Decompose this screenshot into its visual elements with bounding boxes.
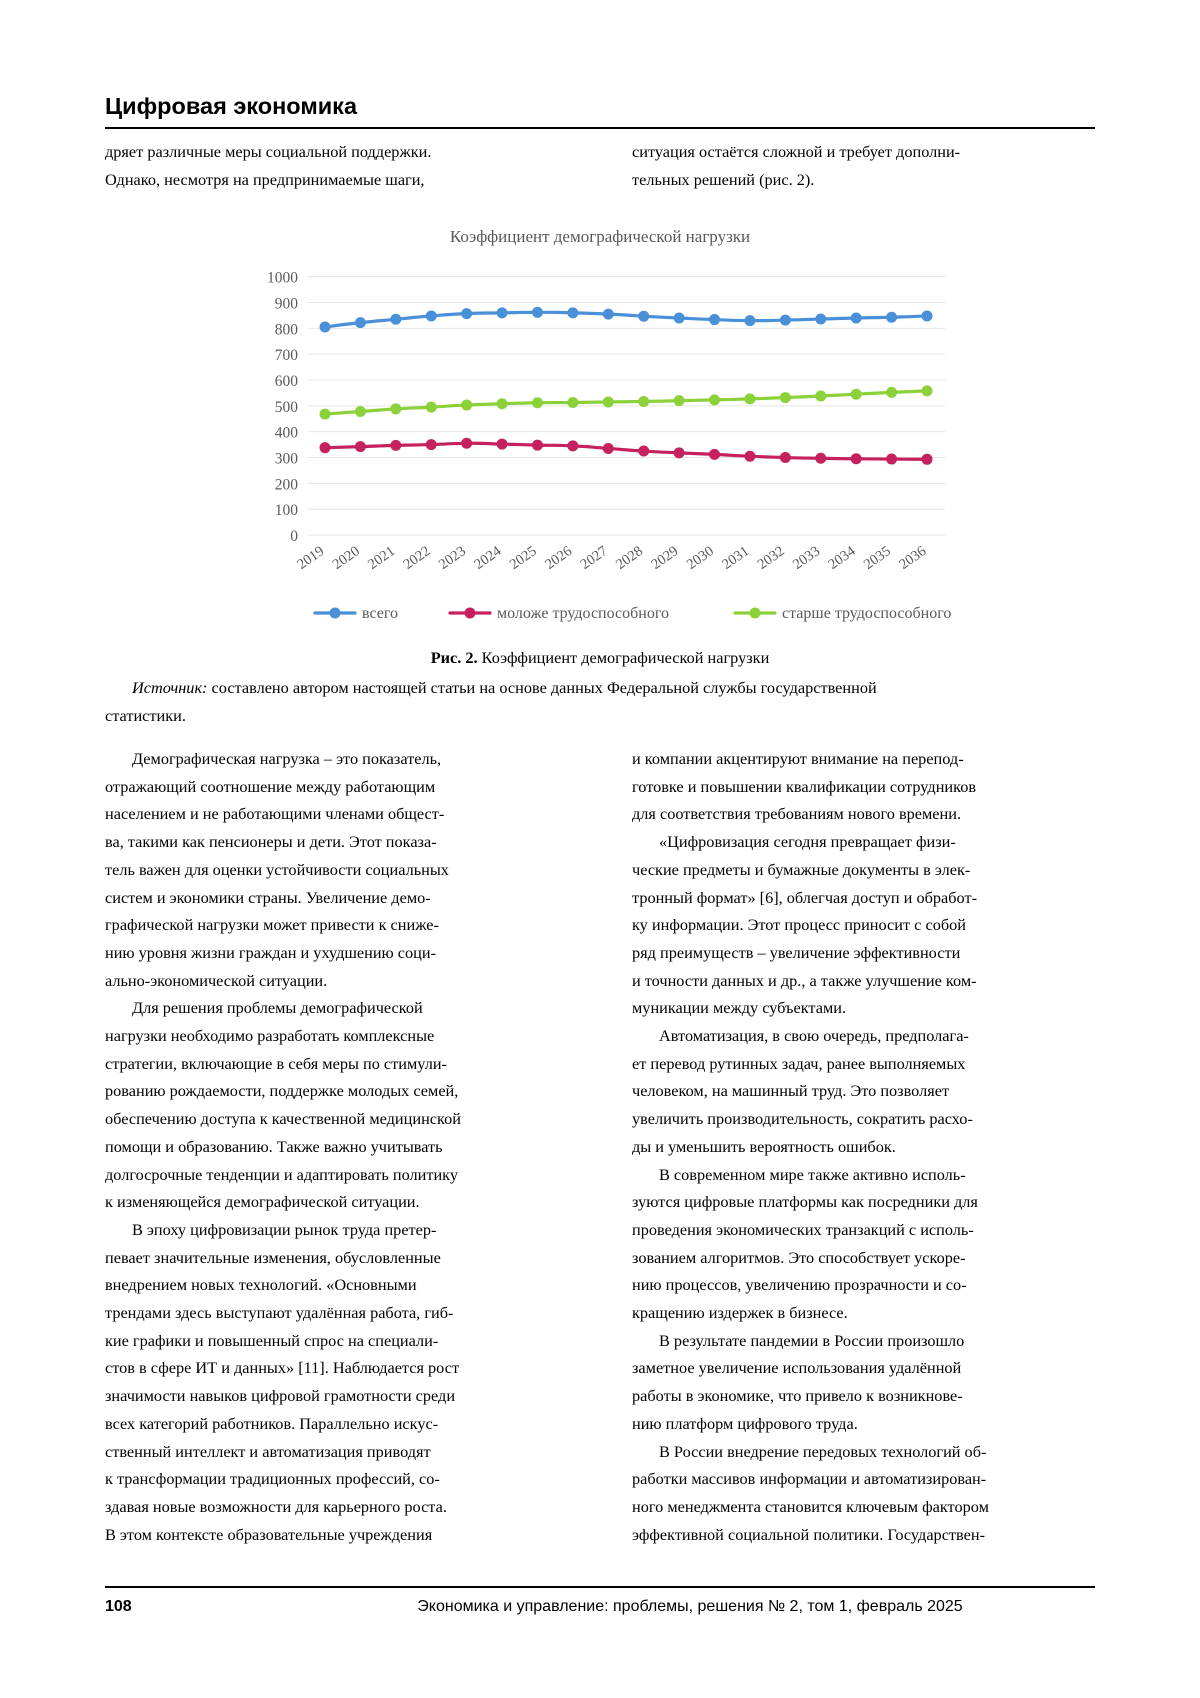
svg-text:2032: 2032: [755, 543, 788, 573]
svg-text:Коэффициент демографической на: Коэффициент демографической нагрузки: [450, 227, 750, 246]
svg-text:800: 800: [275, 321, 299, 338]
svg-text:0: 0: [290, 528, 298, 545]
svg-text:2030: 2030: [684, 543, 717, 573]
svg-text:всего: всего: [362, 605, 398, 622]
svg-text:2028: 2028: [613, 543, 646, 573]
svg-text:400: 400: [275, 425, 299, 442]
svg-text:2035: 2035: [861, 543, 894, 573]
svg-text:2033: 2033: [790, 543, 823, 573]
svg-text:300: 300: [275, 451, 299, 468]
svg-text:2029: 2029: [648, 543, 681, 573]
svg-text:2020: 2020: [330, 543, 363, 573]
svg-text:2021: 2021: [365, 543, 398, 573]
svg-text:2019: 2019: [294, 543, 327, 573]
svg-text:2022: 2022: [401, 543, 434, 573]
svg-text:2034: 2034: [826, 543, 860, 573]
svg-text:200: 200: [275, 476, 299, 493]
svg-text:2031: 2031: [719, 543, 752, 573]
svg-text:700: 700: [275, 347, 299, 364]
svg-text:900: 900: [275, 296, 299, 313]
svg-text:2025: 2025: [507, 543, 540, 573]
svg-text:2036: 2036: [896, 543, 929, 573]
svg-text:2024: 2024: [471, 543, 505, 573]
svg-text:2027: 2027: [578, 543, 611, 573]
svg-text:моложе трудоспособного: моложе трудоспособного: [497, 605, 669, 622]
svg-text:2023: 2023: [436, 543, 469, 573]
svg-text:старше трудоспособного: старше трудоспособного: [782, 605, 951, 622]
svg-text:500: 500: [275, 399, 299, 416]
svg-text:600: 600: [275, 373, 299, 390]
svg-text:1000: 1000: [267, 270, 298, 287]
svg-text:2026: 2026: [542, 543, 575, 573]
svg-text:100: 100: [275, 502, 299, 519]
